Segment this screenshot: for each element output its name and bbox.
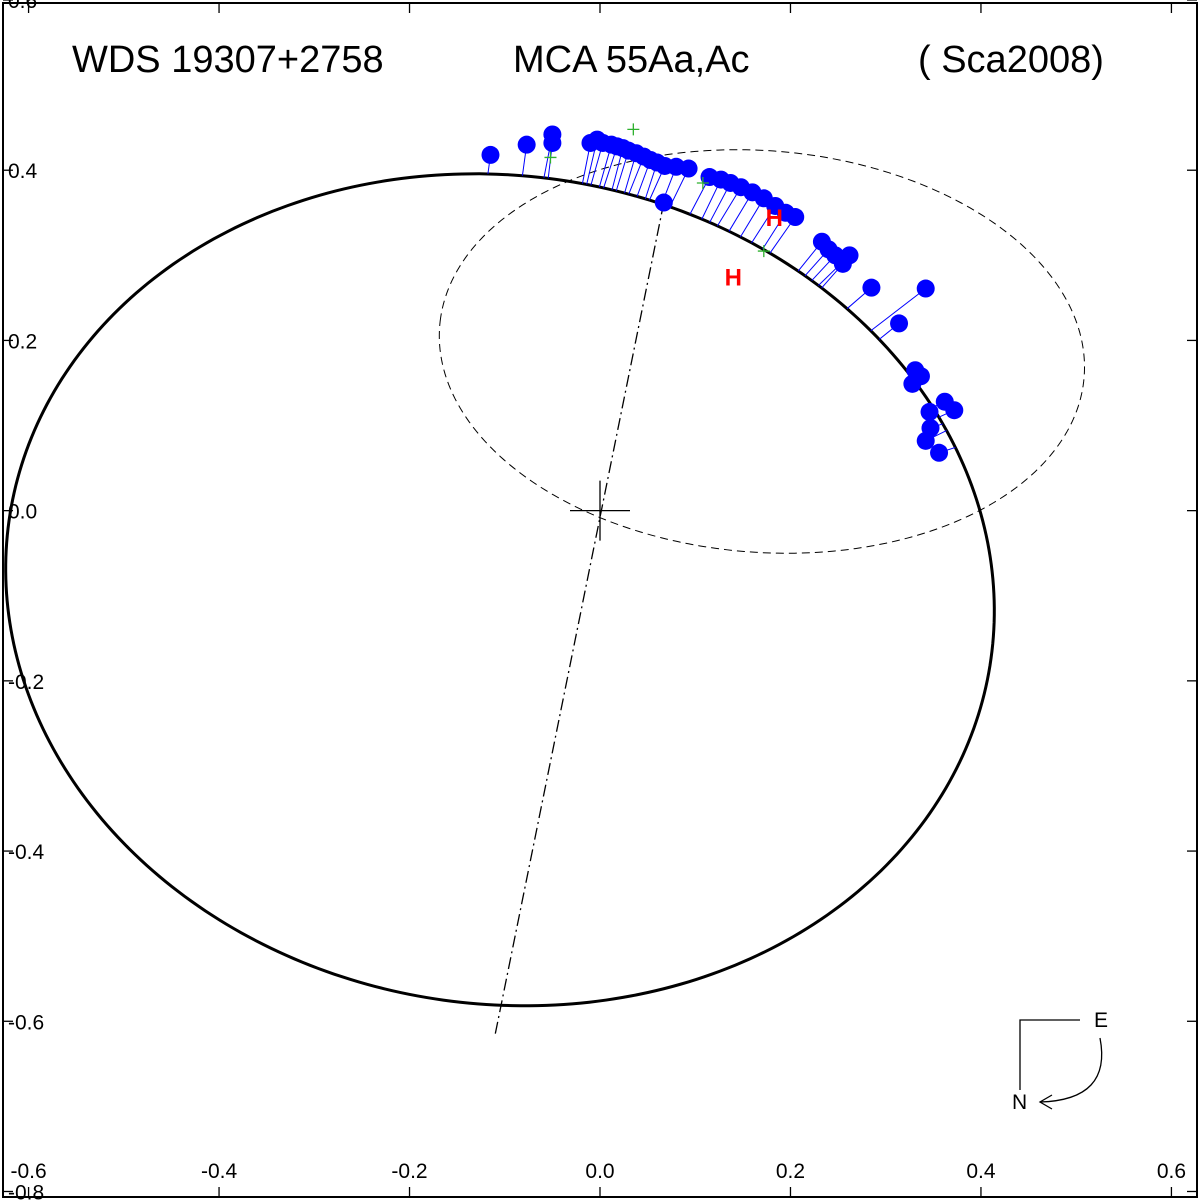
h-mark: H — [725, 265, 742, 292]
x-tick-label-5: -0.4 — [201, 1160, 238, 1183]
observation-point — [481, 145, 500, 164]
compass-north-label: N — [1012, 1091, 1027, 1114]
compass-east-label: E — [1094, 1009, 1108, 1032]
observation-point — [862, 278, 881, 297]
title-reference: ( Sca2008) — [918, 39, 1104, 81]
y-tick-label-1: 0.4 — [8, 160, 38, 183]
h-mark: H — [766, 205, 783, 232]
predicted-mark — [544, 151, 557, 164]
previous-orbit — [438, 149, 1086, 554]
observation-point — [945, 401, 964, 420]
compass-rotation-arrow — [1039, 1037, 1103, 1103]
observation-point — [916, 431, 935, 450]
y-axis: 0.60.40.20.0-0.2-0.4-0.6-0.8 — [3, 0, 1197, 1200]
title: WDS 19307+2758 MCA 55Aa,Ac ( Sca2008) — [72, 39, 1104, 81]
x-tick-label-6: -0.6 — [10, 1160, 46, 1183]
x-axis: 0.60.40.20.0-0.2-0.4-0.6-0.8 — [10, 3, 1186, 1197]
observation-point — [786, 208, 805, 227]
y-tick-label-6: -0.6 — [8, 1011, 44, 1034]
predicted-mark — [757, 245, 770, 258]
predicted-position-marks — [544, 123, 770, 258]
compass-axes — [1019, 1019, 1080, 1090]
observation-point — [916, 279, 935, 298]
y-tick-label-3: 0.0 — [8, 501, 37, 524]
x-tick-label-0: 0.6 — [1157, 1160, 1186, 1183]
x-tick-label-2: 0.2 — [776, 1160, 805, 1183]
title-pair: MCA 55Aa,Ac — [513, 39, 750, 81]
observation-points — [481, 125, 964, 462]
y-tick-label-0: 0.6 — [8, 0, 37, 13]
y-tick-label-4: -0.2 — [8, 671, 44, 694]
x-tick-label-4: -0.2 — [391, 1160, 427, 1183]
residual-line — [870, 288, 927, 332]
observation-point — [890, 314, 909, 333]
y-tick-label-5: -0.4 — [8, 841, 45, 864]
line-of-nodes — [494, 202, 665, 1035]
compass-arrow-head — [1038, 1094, 1053, 1110]
observation-point — [840, 246, 859, 265]
observation-point — [654, 193, 673, 212]
observation-point — [679, 159, 698, 178]
observation-point — [543, 133, 562, 152]
observation-point — [920, 402, 939, 421]
orbit-ellipse — [4, 172, 996, 1008]
compass: E N — [1012, 1009, 1108, 1114]
y-tick-label-7: -0.8 — [8, 1181, 44, 1200]
hipparcos-marks: HH — [725, 205, 783, 292]
x-tick-label-1: 0.4 — [966, 1160, 996, 1183]
x-tick-label-3: 0.0 — [585, 1160, 614, 1183]
predicted-mark — [696, 176, 709, 189]
primary-star-cross — [570, 480, 630, 541]
title-wds: WDS 19307+2758 — [72, 39, 384, 81]
observation-point — [517, 135, 536, 154]
observation-point — [930, 443, 949, 462]
y-tick-label-2: 0.2 — [8, 330, 37, 353]
observation-point — [911, 367, 930, 386]
predicted-mark — [627, 123, 640, 136]
